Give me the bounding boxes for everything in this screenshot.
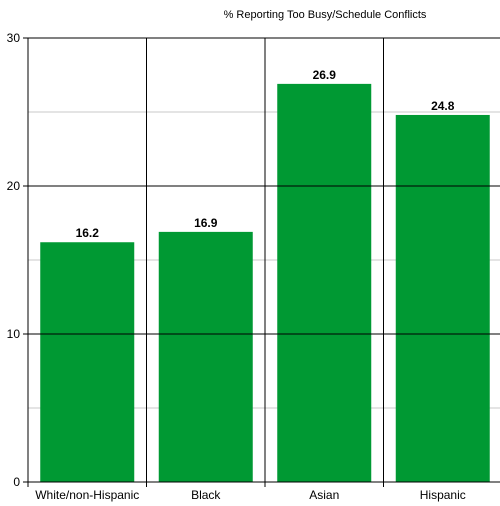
bar-2 (277, 83, 372, 482)
category-label-1: Black (191, 488, 221, 502)
axes (23, 37, 500, 487)
y-tick-label-0: 0 (13, 475, 20, 489)
bar-1 (158, 231, 253, 482)
y-tick-label-1: 10 (7, 327, 21, 341)
chart-title: % Reporting Too Busy/Schedule Conflicts (224, 9, 427, 21)
data-label-0: 16.2 (76, 226, 100, 240)
bars (40, 83, 490, 483)
data-label-3: 24.8 (431, 99, 455, 113)
bar-3 (395, 114, 490, 483)
data-label-1: 16.9 (194, 216, 218, 230)
labels: 0 10 20 30 16.2 White/non-Hispanic 16.9 Black 26… (7, 31, 466, 502)
category-label-3: Hispanic (420, 488, 466, 502)
bar-0 (40, 242, 135, 482)
data-label-2: 26.9 (313, 68, 337, 82)
category-label-2: Asian (309, 488, 339, 502)
y-tick-label-2: 20 (7, 179, 21, 193)
y-tick-label-3: 30 (7, 31, 21, 45)
category-label-0: White/non-Hispanic (35, 488, 139, 502)
